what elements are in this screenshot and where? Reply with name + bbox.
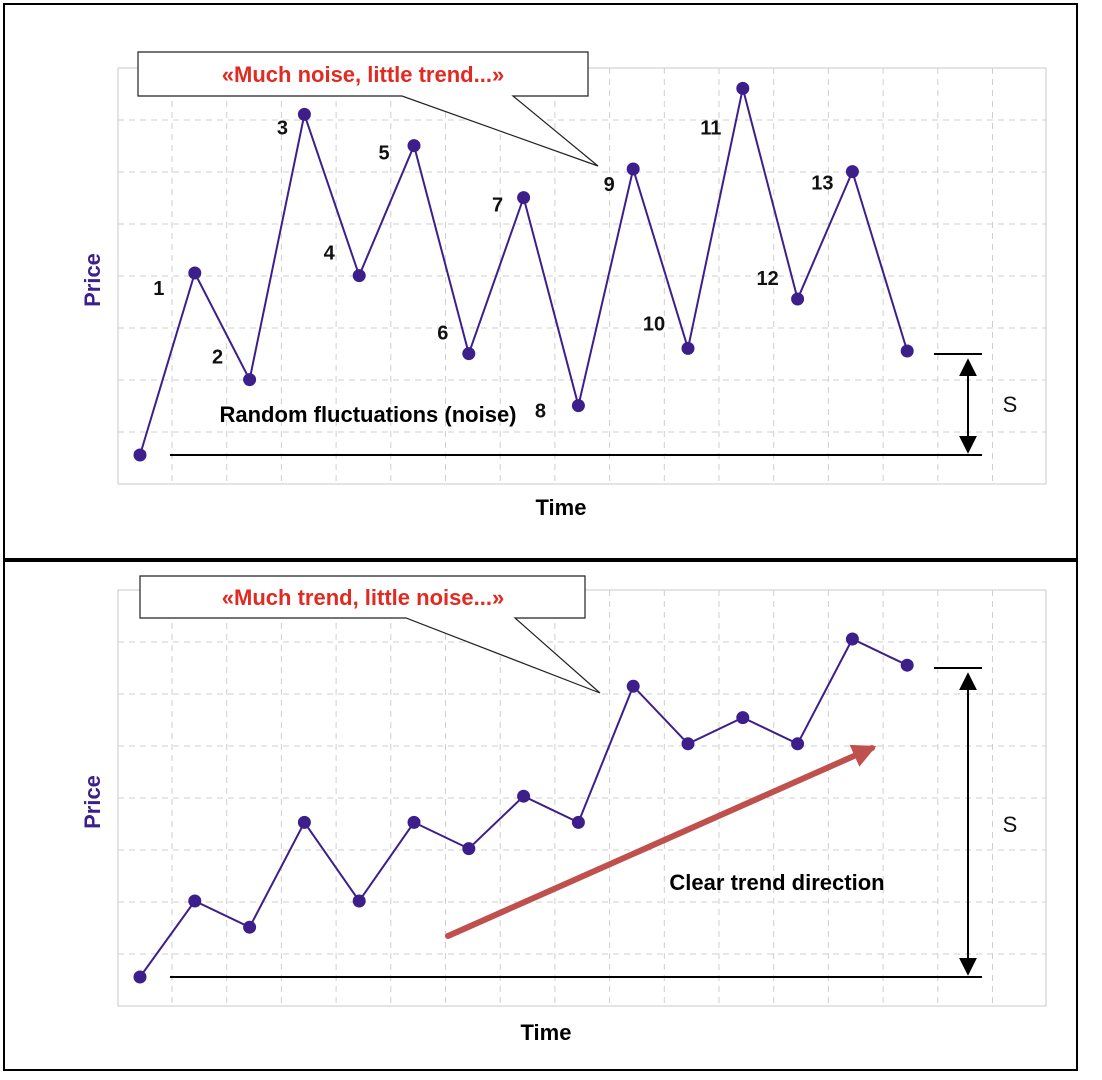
trend-annotation: Clear trend direction [669, 870, 884, 895]
point-label: 13 [811, 173, 833, 195]
y-axis-label-top: Price [80, 253, 105, 307]
callout-bottom: «Much trend, little noise...» [139, 575, 601, 694]
data-point [791, 737, 805, 751]
data-point [517, 191, 531, 205]
data-point [845, 632, 859, 646]
point-label: 1 [153, 278, 164, 300]
data-point [900, 658, 914, 672]
data-point [626, 679, 640, 693]
data-point [243, 373, 257, 387]
point-label: 11 [700, 117, 721, 139]
point-label: 7 [492, 195, 503, 217]
point-label: 2 [212, 347, 223, 369]
point-label: 8 [535, 401, 546, 423]
data-point [407, 815, 421, 829]
x-axis-label-bottom: Time [521, 1020, 572, 1045]
data-point [407, 139, 421, 153]
range-indicator-bottom: S [934, 667, 1018, 976]
data-point [188, 894, 202, 908]
series-points-bottom [133, 632, 914, 984]
data-point [571, 815, 585, 829]
point-label: 9 [604, 174, 615, 196]
data-point [133, 448, 147, 462]
data-point [188, 266, 202, 280]
y-axis-label-bottom: Price [80, 775, 105, 829]
grid-top [118, 68, 1046, 484]
trend-chart-panel: Price Time «Much trend, little noise...»… [80, 575, 1047, 1045]
range-label-top: S [1003, 392, 1018, 417]
data-point [681, 341, 695, 355]
callout-bubble-top [137, 51, 599, 167]
data-point [626, 162, 640, 176]
data-point [462, 347, 476, 361]
data-point [681, 737, 695, 751]
range-label-bottom: S [1003, 812, 1018, 837]
data-point [571, 399, 585, 413]
callout-bubble-bottom [139, 575, 601, 694]
data-point [736, 711, 750, 725]
outer-frame [3, 3, 1078, 1071]
noise-annotation: Random fluctuations (noise) [220, 402, 517, 427]
grid-bottom [118, 590, 1046, 1006]
point-label: 5 [378, 143, 389, 165]
data-point [736, 81, 750, 95]
data-point [845, 165, 859, 179]
data-point [133, 970, 147, 984]
data-point [297, 815, 311, 829]
data-point [517, 789, 531, 803]
x-axis-label-top: Time [536, 495, 587, 520]
series-points-top [133, 81, 914, 462]
data-point [352, 894, 366, 908]
callout-text-top: «Much noise, little trend...» [222, 62, 504, 87]
data-point [352, 269, 366, 283]
callout-text-bottom: «Much trend, little noise...» [222, 585, 504, 610]
data-point [462, 842, 476, 856]
point-label: 12 [756, 268, 778, 290]
data-point [900, 344, 914, 358]
range-indicator-top: S [934, 353, 1018, 454]
point-label: 6 [437, 323, 448, 345]
point-label: 3 [277, 117, 288, 139]
callout-top: «Much noise, little trend...» [137, 51, 599, 167]
noise-chart-panel: Price Time «Much noise, little trend...»… [80, 51, 1047, 520]
point-label: 10 [643, 313, 665, 335]
trend-arrow [445, 744, 877, 939]
series-line-top [139, 88, 909, 456]
point-label: 4 [324, 243, 336, 265]
data-point [791, 292, 805, 306]
data-point [297, 107, 311, 121]
data-point [243, 920, 257, 934]
